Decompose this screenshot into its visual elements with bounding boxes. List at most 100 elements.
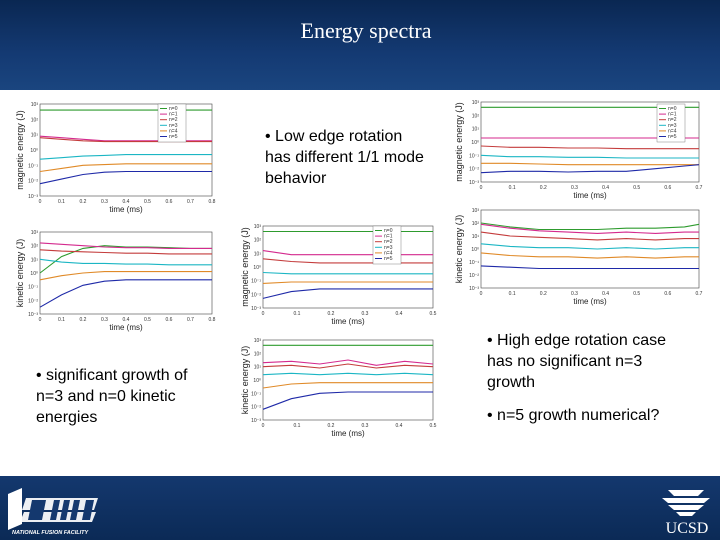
legend-label: n=0 <box>384 228 393 234</box>
x-axis-label: time (ms) <box>109 205 143 214</box>
chart-low-rotation-kinetic: 10⁻³ 10⁻² 10⁻¹ 10⁰ 10¹ 10² 10³ 0 0.1 0.2 0.3 0.4 0.5… <box>15 230 216 332</box>
plot-frame <box>262 225 434 309</box>
y-tick-label: 10⁻² <box>251 292 261 298</box>
legend-label: n=1 <box>668 112 677 118</box>
x-axis-label: time (ms) <box>331 317 365 326</box>
plot-frame <box>262 339 434 421</box>
x-tick-label: 0.1 <box>509 185 516 191</box>
chart-low-rotation-magnetic: 10⁻³ 10⁻² 10⁻¹ 10⁰ 10¹ 10² 10³ 0 0.1 0.2 0.3 0.4 0.5… <box>15 102 216 214</box>
y-tick-label: 10⁻³ <box>251 418 261 424</box>
y-tick-label: 10³ <box>254 224 262 230</box>
x-tick-label: 0.5 <box>633 291 640 297</box>
x-tick-label: 0.3 <box>571 291 578 297</box>
x-tick-label: 0 <box>39 199 42 205</box>
legend-label: n=0 <box>668 106 677 112</box>
y-tick-label: 10² <box>31 117 39 123</box>
plot-frame <box>39 231 213 315</box>
y-axis-label: kinetic energy (J) <box>454 215 464 284</box>
chart-mid-kinetic: 10⁻³ 10⁻² 10⁻¹ 10⁰ 10¹ 10² 10³ 0 0.1 0.2 0.3 0.4 0.5… <box>240 338 437 438</box>
legend-box <box>157 103 187 143</box>
x-axis-label: time (ms) <box>331 429 365 438</box>
x-tick-label: 0.4 <box>602 291 609 297</box>
legend-label: n=3 <box>668 123 677 129</box>
chart-high-rotation-magnetic: 10⁻³ 10⁻² 10⁻¹ 10⁰ 10¹ 10² 10³ 0 0.1 0.2 0.3 0.4 0.5… <box>454 100 703 200</box>
x-tick-label: 0.1 <box>58 199 65 205</box>
x-tick-label: 0.3 <box>101 199 108 205</box>
series-line-n5 <box>480 164 700 174</box>
y-tick-label: 10² <box>472 113 480 119</box>
legend-label: n=2 <box>169 117 178 123</box>
y-tick-label: 10³ <box>31 102 39 108</box>
series-line-n0 <box>480 222 700 231</box>
legend-label: n=2 <box>668 117 677 123</box>
series-line-n5 <box>480 265 699 270</box>
y-tick-label: 10⁻³ <box>251 306 261 312</box>
series-line-n3 <box>480 243 699 250</box>
x-tick-label: 0.2 <box>540 185 547 191</box>
series-line-n4 <box>480 252 699 259</box>
series-line-n1 <box>262 250 433 256</box>
y-tick-label: 10² <box>254 238 262 244</box>
x-tick-label: 0.3 <box>101 317 108 323</box>
ucsd-logo: UCSD <box>662 490 710 537</box>
y-tick-label: 10⁻² <box>469 273 479 279</box>
x-tick-label: 0.4 <box>396 423 403 429</box>
y-tick-label: 10³ <box>472 100 480 106</box>
y-tick-label: 10⁰ <box>253 265 261 271</box>
y-tick-label: 10¹ <box>31 257 39 263</box>
y-tick-label: 10¹ <box>254 251 262 257</box>
series-line-n4 <box>262 281 433 284</box>
y-tick-label: 10⁻³ <box>469 180 479 186</box>
y-tick-label: 10² <box>254 351 262 357</box>
x-tick-label: 0.6 <box>664 185 671 191</box>
x-axis-label: time (ms) <box>573 297 607 306</box>
slide-title: Energy spectra <box>300 18 432 43</box>
diii-d-logo: NATIONAL FUSION FACILITY <box>8 488 98 536</box>
x-tick-label: 0 <box>480 185 483 191</box>
bullet-numerical: • n=5 growth numerical? <box>487 407 660 424</box>
chart-high-rotation-kinetic: 10⁻³ 10⁻² 10⁻¹ 10⁰ 10¹ 10² 10³ 0 0.1 0.2 0.3 0.4 0.5… <box>454 208 703 306</box>
legend-label: n=5 <box>668 134 677 140</box>
x-tick-label: 0.5 <box>144 317 151 323</box>
x-tick-label: 0.8 <box>209 199 216 205</box>
series-line-n3 <box>262 271 433 275</box>
title-bar <box>0 0 720 90</box>
legend-label: n=4 <box>169 128 178 134</box>
series-line-n2 <box>39 249 212 255</box>
x-tick-label: 0.2 <box>80 317 87 323</box>
y-tick-label: 10³ <box>31 230 39 236</box>
y-tick-label: 10⁻² <box>469 167 479 173</box>
bullet-high-rotation: • High edge rotation case has no signifi… <box>487 332 667 391</box>
legend-label: n=1 <box>169 112 178 118</box>
x-tick-label: 0.5 <box>633 185 640 191</box>
legend-box <box>656 103 686 143</box>
y-tick-label: 10⁻³ <box>28 194 38 200</box>
x-tick-label: 0 <box>480 291 483 297</box>
legend-label: n=5 <box>384 256 393 262</box>
y-axis-label: kinetic energy (J) <box>15 239 25 308</box>
footer-bar <box>0 476 720 540</box>
y-tick-label: 10⁻³ <box>469 286 479 292</box>
x-tick-label: 0.4 <box>123 317 130 323</box>
series-line-n1 <box>262 359 434 366</box>
series-line-n4 <box>481 162 699 166</box>
x-tick-label: 0.8 <box>209 317 216 323</box>
x-tick-label: 0.7 <box>696 185 703 191</box>
legend-label: n=3 <box>384 245 393 251</box>
x-tick-label: 0.5 <box>430 311 437 317</box>
bullet-low-rotation: • Low edge rotation has different 1/1 mo… <box>265 128 424 187</box>
y-tick-label: 10⁻¹ <box>28 285 38 291</box>
series-line-n5 <box>262 288 433 299</box>
x-tick-label: 0.1 <box>58 317 65 323</box>
series-line-n4 <box>39 271 212 281</box>
y-tick-label: 10⁻¹ <box>251 391 261 397</box>
series-line-n1 <box>39 242 212 249</box>
series-line-n3 <box>39 258 212 266</box>
chart-mid-magnetic: 10⁻³ 10⁻² 10⁻¹ 10⁰ 10¹ 10² 10³ 0 0.1 0.2 0.3 0.4 0.5… <box>240 224 437 326</box>
x-tick-label: 0.1 <box>294 311 301 317</box>
y-tick-label: 10¹ <box>254 365 262 371</box>
y-tick-label: 10⁻¹ <box>469 153 479 159</box>
x-tick-label: 0.4 <box>602 185 609 191</box>
x-tick-label: 0 <box>39 317 42 323</box>
legend-label: n=1 <box>384 234 393 240</box>
